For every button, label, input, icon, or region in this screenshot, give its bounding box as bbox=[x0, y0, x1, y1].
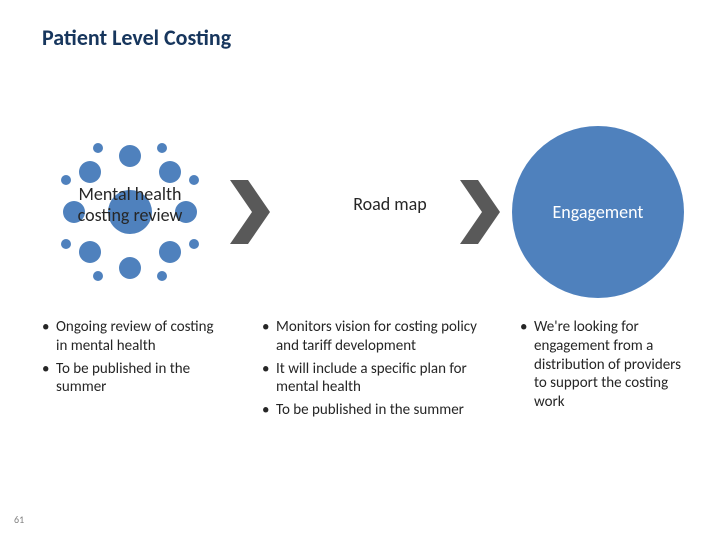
engagement-circle: Engagement bbox=[512, 126, 684, 298]
header-item-1-line1: Mental health bbox=[79, 183, 182, 205]
col3-bullets: We're looking for engagement from a dist… bbox=[520, 318, 695, 416]
header-item-1-line2: costing review bbox=[78, 204, 183, 226]
header-item-3-label: Engagement bbox=[553, 201, 644, 223]
list-item: Monitors vision for costing policy and t… bbox=[262, 318, 482, 356]
col2-bullets: Monitors vision for costing policy and t… bbox=[262, 318, 482, 424]
list-item: To be published in the summer bbox=[262, 401, 482, 420]
header-item-2-label: Road map bbox=[300, 194, 480, 215]
page-number: 61 bbox=[14, 513, 24, 526]
col1-bullets: Ongoing review of costing in mental heal… bbox=[42, 318, 222, 401]
list-item: To be published in the summer bbox=[42, 360, 222, 398]
chevron-right-icon bbox=[460, 180, 500, 244]
list-item: Ongoing review of costing in mental heal… bbox=[42, 318, 222, 356]
page-title: Patient Level Costing bbox=[42, 24, 231, 51]
chevron-right-icon bbox=[230, 180, 270, 244]
list-item: It will include a specific plan for ment… bbox=[262, 360, 482, 398]
header-row: Mental health costing review Road map En… bbox=[0, 140, 720, 280]
list-item: We're looking for engagement from a dist… bbox=[520, 318, 695, 412]
header-item-1-label: Mental health costing review bbox=[40, 184, 220, 225]
